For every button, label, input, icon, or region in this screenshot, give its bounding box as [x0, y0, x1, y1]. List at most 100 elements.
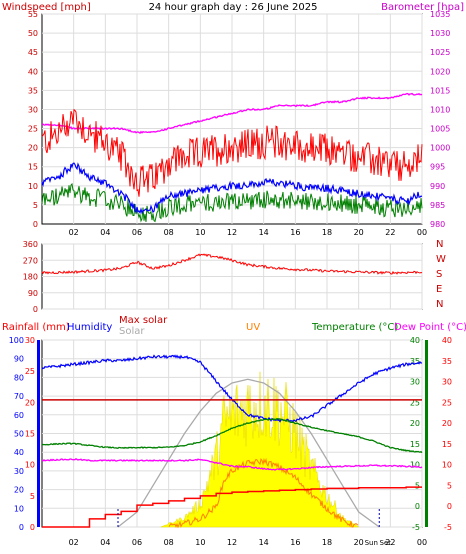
rainfall-line: [42, 486, 422, 528]
barometer-axis-label: Barometer [hpa]: [381, 2, 464, 13]
dew-point-tick-label: 30: [442, 378, 452, 387]
windspeed-tick-label: 25: [28, 125, 38, 134]
climate-x-tick-label: 22: [385, 538, 395, 547]
humidity-tick-label: 100: [9, 336, 24, 345]
barometer-tick-label: 985: [430, 201, 445, 210]
windspeed-tick-label: 45: [28, 48, 38, 57]
rainfall-tick-label: 5: [30, 492, 35, 501]
windspeed-tick-label: 0: [33, 220, 38, 229]
barometer-tick-label: 1010: [430, 105, 450, 114]
temperature-tick-label: -5: [412, 523, 420, 532]
humidity-tick-label: 50: [14, 430, 24, 439]
compass-label: N: [436, 239, 443, 250]
max-solar-curve: [117, 378, 380, 528]
wind-direction-line: [41, 253, 423, 275]
windspeed-tick-label: 30: [28, 105, 38, 114]
barometer-line: [41, 92, 423, 134]
windspeed-tick-label: 55: [28, 10, 38, 19]
humidity-tick-label: 40: [14, 448, 24, 457]
humidity-tick-label: 60: [14, 411, 24, 420]
temperature-tick-label: 15: [410, 440, 420, 449]
direction-tick-label: 0: [33, 305, 38, 314]
compass-label: N: [436, 299, 443, 310]
temperature-axis-label: Temperature (°C): [311, 322, 398, 333]
rainfall-tick-label: 20: [25, 398, 35, 407]
climate-x-tick-label: 20: [354, 538, 364, 547]
temperature-tick-label: 40: [410, 336, 420, 345]
rainfall-axis-label: Rainfall (mm): [2, 322, 70, 333]
max-solar-label: Max solar: [119, 315, 168, 326]
barometer-tick-label: 980: [430, 220, 445, 229]
barometer-tick-label: 1025: [430, 48, 450, 57]
climate-x-tick-label: 06: [132, 538, 142, 547]
climate-x-tick-label: 12: [227, 538, 237, 547]
wind-low-line: [41, 182, 423, 223]
rainfall-tick-label: 10: [25, 461, 35, 470]
sunset-label: Set: [380, 539, 392, 547]
dew-point-line: [42, 458, 423, 471]
wind-x-tick-label: 04: [100, 228, 110, 237]
uv-label: UV: [246, 322, 260, 333]
humidity-tick-label: 80: [14, 373, 24, 382]
wind-x-tick-label: 10: [195, 228, 205, 237]
rainfall-tick-label: 0: [30, 523, 35, 532]
windspeed-axis-label: Windspeed [mph]: [2, 2, 91, 13]
uv-line: [168, 457, 359, 529]
dew-point-tick-label: 10: [442, 461, 452, 470]
dew-point-tick-label: -5: [444, 523, 452, 532]
compass-label: E: [436, 284, 442, 295]
temperature-tick-label: 20: [410, 419, 420, 428]
climate-x-tick-label: 16: [290, 538, 300, 547]
direction-tick-label: 360: [23, 240, 38, 249]
climate-x-tick-label: 10: [195, 538, 205, 547]
barometer-tick-label: 1020: [430, 67, 450, 76]
dew-point-tick-label: 35: [442, 357, 452, 366]
barometer-tick-label: 1000: [430, 144, 450, 153]
humidity-tick-label: 10: [14, 504, 24, 513]
temperature-line: [41, 417, 423, 454]
wind-x-tick-label: 08: [164, 228, 174, 237]
wind-average-line: [41, 162, 423, 215]
barometer-tick-label: 995: [430, 163, 445, 172]
windspeed-tick-label: 10: [28, 182, 38, 191]
chart-title: 24 hour graph day : 26 June 2025: [149, 2, 318, 13]
rainfall-tick-label: 30: [25, 336, 35, 345]
windspeed-tick-label: 20: [28, 144, 38, 153]
temperature-tick-label: 25: [410, 398, 420, 407]
dew-point-tick-label: 20: [442, 419, 452, 428]
temperature-tick-label: 35: [410, 357, 420, 366]
rainfall-tick-label: 15: [25, 430, 35, 439]
dew-point-tick-label: 15: [442, 440, 452, 449]
barometer-tick-label: 1035: [430, 10, 450, 19]
wind-gust-line: [41, 108, 423, 197]
climate-x-tick-label: 08: [164, 538, 174, 547]
compass-label: W: [436, 254, 446, 265]
temperature-tick-label: 10: [410, 461, 420, 470]
windspeed-tick-label: 35: [28, 86, 38, 95]
humidity-axis-bar: [37, 340, 40, 527]
wind-x-tick-label: 02: [69, 228, 79, 237]
direction-tick-label: 180: [23, 273, 38, 282]
barometer-tick-label: 990: [430, 182, 445, 191]
dew-point-axis-label: Dew Point (°C): [394, 322, 466, 333]
wind-x-tick-label: 16: [290, 228, 300, 237]
dew-point-tick-label: 0: [447, 502, 452, 511]
windspeed-tick-label: 50: [28, 29, 38, 38]
humidity-tick-label: 90: [14, 355, 24, 364]
climate-x-tick-label: 00: [417, 538, 427, 547]
humidity-tick-label: 30: [14, 467, 24, 476]
humidity-tick-label: 70: [14, 392, 24, 401]
wind-x-tick-label: 20: [354, 228, 364, 237]
climate-x-tick-label: 04: [100, 538, 110, 547]
windspeed-tick-label: 5: [33, 201, 38, 210]
barometer-tick-label: 1030: [430, 29, 450, 38]
temperature-axis-bar: [425, 340, 428, 527]
dew-point-tick-label: 5: [447, 481, 452, 490]
temperature-tick-label: 30: [410, 378, 420, 387]
climate-x-tick-label: 02: [69, 538, 79, 547]
direction-tick-label: 90: [28, 289, 38, 298]
temperature-tick-label: 5: [415, 481, 420, 490]
rainfall-tick-label: 25: [25, 367, 35, 376]
humidity-axis-label: Humidity: [67, 322, 112, 333]
